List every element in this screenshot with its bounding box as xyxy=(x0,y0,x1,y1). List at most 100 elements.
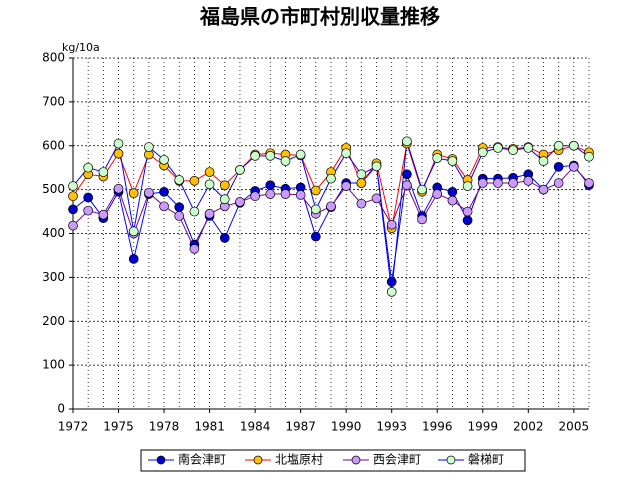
data-point xyxy=(462,215,473,226)
y-tick-label: 300 xyxy=(42,270,65,284)
data-point xyxy=(493,143,503,153)
data-point xyxy=(250,191,260,202)
data-point xyxy=(174,202,185,213)
data-point xyxy=(189,176,200,186)
data-point xyxy=(386,287,397,297)
legend-marker xyxy=(351,455,361,465)
x-tick-label: 1978 xyxy=(149,420,180,434)
data-point xyxy=(584,178,594,188)
data-point xyxy=(447,156,458,166)
data-point xyxy=(584,151,594,162)
data-point xyxy=(386,276,397,287)
data-point xyxy=(219,194,230,205)
data-point xyxy=(189,206,200,217)
data-point xyxy=(371,193,382,204)
x-tick-label: 1972 xyxy=(58,420,89,434)
y-tick-label: 200 xyxy=(42,314,65,328)
data-point xyxy=(68,220,78,231)
data-point xyxy=(462,206,473,217)
data-point xyxy=(462,181,473,191)
x-tick-label: 1999 xyxy=(467,420,498,434)
y-tick-label: 500 xyxy=(42,182,65,196)
data-point xyxy=(219,180,230,191)
data-point xyxy=(432,153,443,163)
data-point xyxy=(204,208,215,219)
data-point xyxy=(128,226,139,237)
x-tick-label: 1975 xyxy=(103,420,134,434)
data-point xyxy=(417,214,427,225)
data-point xyxy=(83,205,94,216)
y-tick-label: 800 xyxy=(42,51,65,65)
data-point xyxy=(508,145,518,155)
data-point xyxy=(68,181,78,191)
data-point xyxy=(250,150,260,161)
x-tick-label: 1984 xyxy=(240,420,271,434)
data-point xyxy=(280,189,291,199)
data-point xyxy=(508,178,518,188)
data-point xyxy=(341,181,352,191)
y-tick-label: 700 xyxy=(42,94,65,108)
data-point xyxy=(280,156,291,166)
data-point xyxy=(477,147,488,158)
data-point xyxy=(402,169,412,180)
data-point xyxy=(432,189,443,199)
data-point xyxy=(371,161,382,172)
legend-label: 北塩原村 xyxy=(275,452,323,467)
data-point xyxy=(310,204,321,215)
x-tick-label: 1990 xyxy=(331,420,362,434)
data-point xyxy=(98,167,109,177)
data-point xyxy=(159,186,169,197)
data-point xyxy=(523,143,534,153)
legend-label: 磐梯町 xyxy=(468,453,504,467)
y-tick-label: 100 xyxy=(42,358,65,372)
data-point xyxy=(159,154,169,165)
data-point xyxy=(83,192,94,203)
data-point xyxy=(113,183,124,194)
data-point xyxy=(538,156,549,166)
data-point xyxy=(68,191,78,202)
data-point xyxy=(295,149,306,160)
data-point xyxy=(174,211,185,221)
data-point xyxy=(189,244,200,254)
data-point xyxy=(386,219,397,230)
data-point xyxy=(341,148,352,159)
data-point xyxy=(113,138,124,149)
data-point xyxy=(402,180,412,191)
legend-label: 西会津町 xyxy=(373,453,421,467)
data-point xyxy=(538,184,549,195)
data-point xyxy=(553,161,564,172)
data-point xyxy=(265,189,276,199)
x-tick-label: 1981 xyxy=(194,420,225,434)
data-point xyxy=(83,162,94,173)
data-point xyxy=(356,198,367,209)
series-line xyxy=(72,141,590,292)
legend-label: 南会津町 xyxy=(178,452,226,467)
data-point xyxy=(144,187,154,198)
data-point xyxy=(553,178,564,188)
data-point xyxy=(204,167,215,177)
data-point xyxy=(295,190,306,200)
data-point xyxy=(265,150,276,161)
data-point xyxy=(402,136,412,147)
y-axis-label: kg/10a xyxy=(62,41,100,54)
x-tick-label: 1996 xyxy=(422,420,453,434)
data-point xyxy=(493,178,503,188)
data-point xyxy=(128,188,139,198)
data-point xyxy=(326,173,336,184)
data-point xyxy=(113,148,124,159)
data-point xyxy=(204,179,215,190)
chart-title: 福島県の市町村別収量推移 xyxy=(199,5,440,29)
x-tick-label: 2005 xyxy=(559,420,590,434)
data-point xyxy=(417,184,427,195)
legend-marker xyxy=(253,455,263,465)
data-point xyxy=(68,204,78,215)
data-point xyxy=(235,197,245,207)
data-point xyxy=(128,254,139,264)
legend-box xyxy=(140,449,526,472)
data-point xyxy=(144,142,154,152)
data-point xyxy=(568,140,579,151)
x-tick-label: 1993 xyxy=(376,420,407,434)
y-tick-label: 0 xyxy=(57,402,65,416)
legend-marker xyxy=(156,455,166,465)
